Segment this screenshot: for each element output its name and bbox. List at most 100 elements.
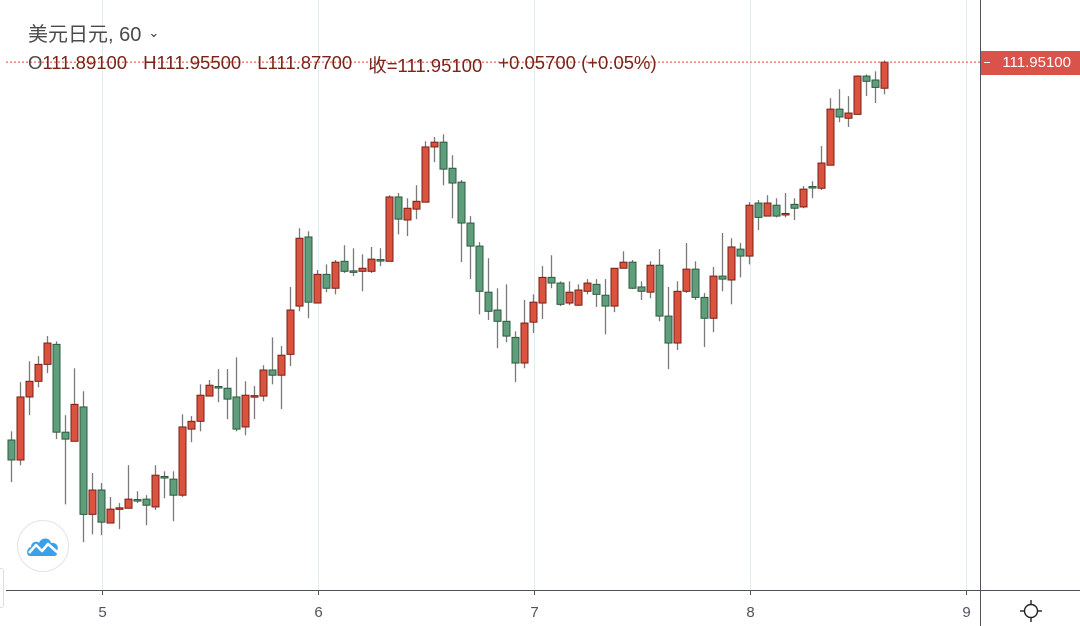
candle-down bbox=[502, 284, 511, 343]
candle-body bbox=[277, 354, 286, 376]
candle-body bbox=[763, 202, 772, 217]
side-panel-handle[interactable] bbox=[0, 568, 4, 608]
candle-body bbox=[664, 315, 673, 344]
candle-body bbox=[61, 431, 70, 440]
candle-down bbox=[457, 180, 466, 263]
candle-body bbox=[16, 396, 25, 461]
candle-body bbox=[142, 498, 151, 506]
candle-up bbox=[88, 473, 97, 535]
candle-down bbox=[808, 181, 817, 199]
candle-up bbox=[565, 281, 574, 306]
candles bbox=[7, 60, 889, 543]
candle-down bbox=[691, 261, 700, 300]
candle-up bbox=[196, 384, 205, 432]
candle-up bbox=[313, 270, 322, 304]
candle-body bbox=[340, 260, 349, 272]
candle-body bbox=[673, 290, 682, 344]
time-axis[interactable]: 5 6 7 8 9 bbox=[98, 591, 971, 621]
change-value: +0.05700 (+0.05%) bbox=[498, 52, 657, 73]
x-tick-label: 8 bbox=[746, 604, 754, 621]
candle-up bbox=[880, 60, 889, 95]
candle-down bbox=[394, 193, 403, 235]
candle-body bbox=[565, 291, 574, 304]
candle-body bbox=[403, 207, 412, 221]
low-label: L bbox=[257, 52, 268, 73]
candle-body bbox=[574, 289, 583, 306]
candle-body bbox=[772, 204, 781, 217]
candle-body bbox=[484, 291, 493, 312]
candle-body bbox=[655, 264, 664, 317]
high-label: H bbox=[143, 52, 157, 73]
candle-body bbox=[439, 141, 448, 170]
candle-up bbox=[574, 284, 583, 307]
candle-body bbox=[232, 396, 241, 430]
candle-down bbox=[169, 471, 178, 522]
candle-body bbox=[457, 181, 466, 224]
candle-body bbox=[448, 167, 457, 184]
candle-body bbox=[313, 273, 322, 304]
candle-body bbox=[475, 245, 484, 292]
candle-up bbox=[16, 382, 25, 466]
candle-body bbox=[205, 384, 214, 397]
candle-down bbox=[376, 248, 385, 267]
close-label: 收= bbox=[368, 55, 398, 76]
candle-body bbox=[106, 508, 115, 524]
candle-body bbox=[601, 294, 610, 307]
candle-body bbox=[79, 406, 88, 515]
candle-body bbox=[592, 283, 601, 295]
candle-down bbox=[340, 245, 349, 274]
candle-body bbox=[799, 188, 808, 208]
symbol-header[interactable]: 美元日元, 60 ⌄ bbox=[28, 18, 159, 47]
candle-down bbox=[601, 279, 610, 335]
candle-down bbox=[52, 341, 61, 440]
candle-body bbox=[736, 248, 745, 257]
candle-body bbox=[214, 386, 223, 389]
candle-body bbox=[637, 286, 646, 292]
candle-down bbox=[439, 134, 448, 186]
candle-body bbox=[511, 336, 520, 364]
candle-body bbox=[817, 162, 826, 189]
candle-body bbox=[43, 342, 52, 365]
candle-up bbox=[277, 346, 286, 410]
x-tick-label: 7 bbox=[530, 604, 538, 621]
candle-up bbox=[844, 96, 853, 127]
chevron-down-icon[interactable]: ⌄ bbox=[148, 24, 160, 40]
candle-up bbox=[682, 243, 691, 294]
candle-down bbox=[493, 288, 502, 349]
candle-down bbox=[79, 391, 88, 543]
x-tick-label: 6 bbox=[314, 604, 322, 621]
candle-up bbox=[646, 261, 655, 299]
candle-body bbox=[646, 264, 655, 293]
candle-up bbox=[853, 75, 862, 115]
candle-down bbox=[547, 255, 556, 289]
candle-body bbox=[52, 343, 61, 433]
candle-up bbox=[259, 365, 268, 402]
candle-up bbox=[709, 266, 718, 333]
settings-gear-icon[interactable] bbox=[1018, 598, 1044, 624]
candle-up bbox=[70, 368, 79, 442]
symbol-title[interactable]: 美元日元, 60 bbox=[28, 24, 142, 46]
candle-body bbox=[322, 273, 331, 289]
candle-up bbox=[250, 386, 259, 420]
candle-body bbox=[349, 270, 358, 273]
candle-body bbox=[727, 246, 736, 281]
candle-down bbox=[628, 260, 637, 290]
candle-body bbox=[223, 387, 232, 400]
candle-down bbox=[511, 331, 520, 383]
candle-body bbox=[295, 237, 304, 307]
candle-down bbox=[754, 200, 763, 230]
candle-up bbox=[124, 465, 133, 509]
candle-body bbox=[826, 108, 835, 166]
candle-body bbox=[115, 507, 124, 510]
candle-body bbox=[745, 204, 754, 257]
candle-body bbox=[493, 309, 502, 322]
candle-body bbox=[790, 203, 799, 209]
candle-body bbox=[250, 395, 259, 398]
logo-button[interactable] bbox=[17, 520, 69, 572]
candle-down bbox=[304, 231, 313, 319]
candle-down bbox=[835, 89, 844, 123]
candle-down bbox=[556, 281, 565, 307]
candle-up bbox=[745, 202, 754, 265]
candle-body bbox=[286, 309, 295, 355]
